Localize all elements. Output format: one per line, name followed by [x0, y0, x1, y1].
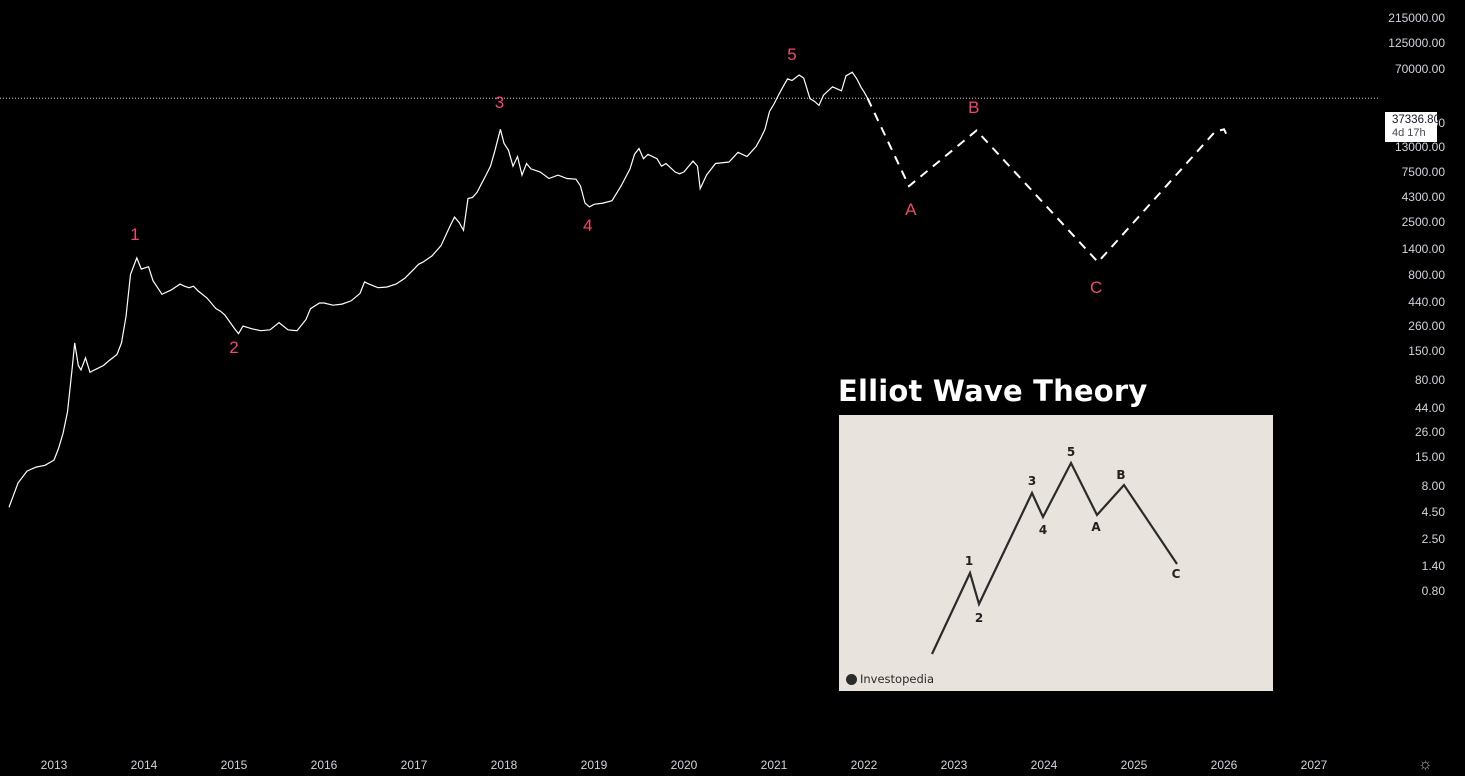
y-tick-label: 15.00	[1414, 449, 1445, 464]
x-tick-label: 2019	[580, 758, 608, 772]
x-tick-label: 2013	[40, 758, 68, 772]
x-tick-label: 2026	[1210, 758, 1238, 772]
wave-label-a: A	[905, 199, 917, 219]
investopedia-brand: Investopedia	[846, 672, 934, 686]
x-tick-label: 2014	[130, 758, 158, 772]
x-tick-label: 2023	[940, 758, 968, 772]
y-tick-label: 70000.00	[1394, 62, 1445, 77]
x-tick-label: 2020	[670, 758, 698, 772]
elliott-wave-diagram-svg	[931, 460, 1178, 655]
last-price-tag: 37336.80 4d 17h	[1385, 112, 1440, 142]
wave-label-b: B	[968, 98, 980, 118]
bar-countdown: 4d 17h	[1392, 127, 1426, 139]
y-tick-label: 7500.00	[1401, 164, 1445, 179]
y-tick-label: 8.00	[1421, 478, 1445, 493]
elliott-wave-diagram: 1 2 3 4 5 A B C Investopedia	[839, 415, 1273, 691]
y-tick-label: 80.00	[1414, 373, 1445, 388]
x-tick-label: 2018	[490, 758, 518, 772]
last-price-value: 37336.80	[1392, 114, 1440, 126]
y-tick-label: 44.00	[1414, 400, 1445, 415]
wave-label-5: 5	[787, 45, 797, 65]
y-tick-label: 0.80	[1421, 584, 1445, 599]
elliott-wave-path	[931, 460, 1178, 655]
x-tick-label: 2027	[1300, 758, 1328, 772]
y-tick-label: 260.00	[1408, 319, 1445, 334]
inset-label-a: A	[1091, 520, 1101, 534]
y-tick-label: 215000.00	[1388, 11, 1445, 25]
x-tick-label: 2015	[220, 758, 248, 772]
y-tick-label: 13000.00	[1394, 139, 1445, 154]
inset-label-1: 1	[964, 554, 974, 568]
inset-label-2: 2	[974, 611, 984, 625]
wave-label-1: 1	[130, 224, 140, 244]
inset-label-b: B	[1116, 468, 1126, 482]
inset-title: Elliot Wave Theory	[838, 374, 1148, 408]
inset-label-4: 4	[1038, 523, 1048, 537]
y-tick-label: 4.50	[1421, 505, 1445, 520]
inset-label-c: C	[1171, 567, 1181, 581]
x-tick-label: 2021	[760, 758, 788, 772]
inset-label-3: 3	[1027, 474, 1037, 488]
y-tick-label: 440.00	[1408, 294, 1445, 309]
chart-settings-icon[interactable]: ☼	[1418, 756, 1433, 773]
y-tick-label: 150.00	[1408, 344, 1445, 359]
investopedia-logo-icon	[846, 673, 857, 685]
y-tick-label: 1.40	[1421, 558, 1445, 573]
wave-label-2: 2	[229, 338, 239, 358]
y-tick-label: 1400.00	[1401, 241, 1445, 256]
x-tick-label: 2025	[1120, 758, 1148, 772]
y-tick-label: 26.00	[1414, 424, 1445, 439]
x-tick-label: 2017	[400, 758, 428, 772]
wave-label-3: 3	[494, 92, 505, 112]
y-tick-label: 2500.00	[1401, 215, 1445, 230]
x-tick-label: 2024	[1030, 758, 1058, 772]
wave-label-c: C	[1090, 277, 1103, 297]
x-tick-label: 2016	[310, 758, 338, 772]
y-tick-label: 2.50	[1421, 532, 1445, 547]
y-tick-label: 125000.00	[1388, 35, 1445, 50]
inset-label-5: 5	[1066, 445, 1076, 459]
y-tick-label: 800.00	[1408, 267, 1445, 282]
projection-dashed-line	[866, 97, 1230, 264]
price-history-line	[8, 71, 869, 508]
brand-text: Investopedia	[860, 672, 935, 686]
wave-label-4: 4	[582, 216, 593, 236]
y-tick-label: 4300.00	[1401, 190, 1445, 205]
x-tick-label: 2022	[850, 758, 878, 772]
